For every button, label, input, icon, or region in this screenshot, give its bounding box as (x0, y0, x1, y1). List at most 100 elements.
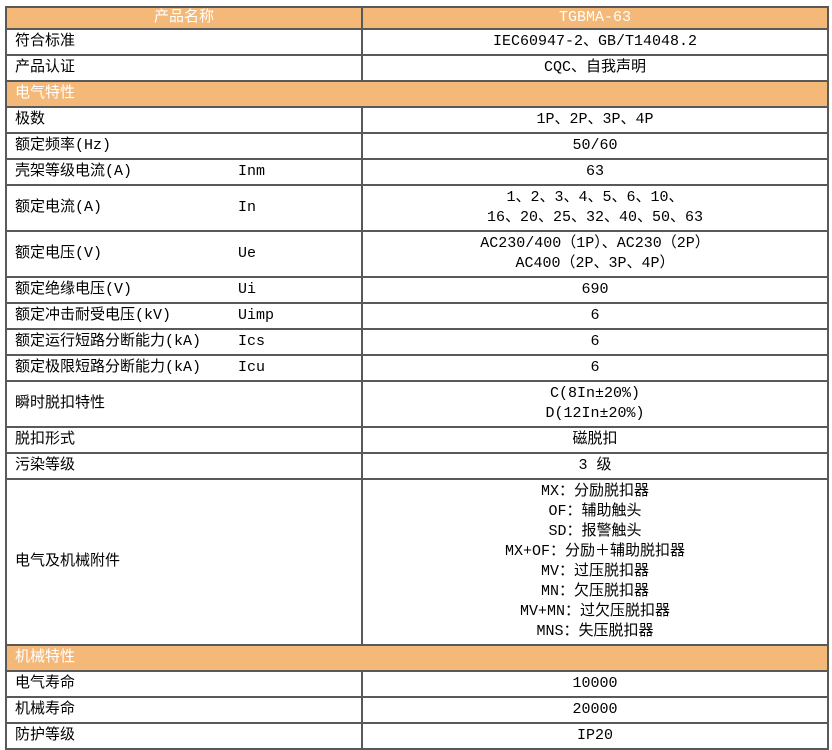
row-label-cell: 产品认证 (5, 54, 363, 82)
section-header: 电气特性 (5, 80, 829, 108)
section-band-row: 电气特性 (5, 80, 829, 108)
row-label-cell: 电气寿命 (5, 670, 363, 698)
row-value-line: 6 (590, 307, 600, 324)
row-symbol: Uimp (238, 307, 275, 324)
row-value-cell: MX：分励脱扣器 OF：辅助触头 SD：报警触头 MX+OF：分励＋辅助脱扣器 MV：过… (361, 478, 829, 646)
row-value-cell: 3 级 (361, 452, 829, 480)
row-value-cell: TGBMA-63 (361, 6, 829, 30)
table-row: 额定电压(V) Ue AC230/400（1P）、AC230（2P） AC400（2P… (5, 230, 829, 278)
row-value-line: CQC、自我声明 (543, 59, 646, 76)
row-symbol: Icu (238, 359, 266, 376)
row-label-cell: 额定运行短路分断能力(kA) Ics (5, 328, 363, 356)
row-value-line: 63 (585, 163, 604, 180)
row-symbol: Ue (238, 245, 257, 262)
row-label-cell: 防护等级 (5, 722, 363, 750)
table-row: 极数 1P、2P、3P、4P (5, 106, 829, 134)
row-value-cell: 6 (361, 302, 829, 330)
row-value-line: MV+MN：过欠压脱扣器 (519, 603, 670, 620)
row-value-cell: AC230/400（1P）、AC230（2P） AC400（2P、3P、4P） (361, 230, 829, 278)
row-value-line: TGBMA-63 (558, 9, 631, 26)
row-label: 污染等级 (15, 457, 76, 474)
row-value-cell: CQC、自我声明 (361, 54, 829, 82)
row-symbol: Ics (238, 333, 266, 350)
row-label-cell: 额定频率(Hz) (5, 132, 363, 160)
section-band-row: 机械特性 (5, 644, 829, 672)
row-label: 产品认证 (15, 59, 76, 76)
row-value-cell: C(8In±20%) D(12In±20%) (361, 380, 829, 428)
table-row: 额定绝缘电压(V) Ui 690 (5, 276, 829, 304)
table-row: 机械寿命 20000 (5, 696, 829, 724)
row-value-line: MX：分励脱扣器 (540, 483, 649, 500)
row-label-cell: 脱扣形式 (5, 426, 363, 454)
row-label-cell: 极数 (5, 106, 363, 134)
row-label-cell: 瞬时脱扣特性 (5, 380, 363, 428)
row-value-line: AC230/400（1P）、AC230（2P） (480, 235, 710, 252)
table-row: 额定电流(A) In 1、2、3、4、5、6、10、 16、20、25、32、40、5… (5, 184, 829, 232)
row-label: 机械寿命 (15, 701, 76, 718)
row-value-cell: IEC60947-2、GB/T14048.2 (361, 28, 829, 56)
row-label-cell: 机械寿命 (5, 696, 363, 724)
row-label: 极数 (15, 111, 46, 128)
table-row: 额定冲击耐受电压(kV) Uimp 6 (5, 302, 829, 330)
row-value-line: 16、20、25、32、40、50、63 (486, 209, 704, 226)
row-label: 额定电流(A) (15, 199, 103, 216)
row-label: 瞬时脱扣特性 (15, 395, 106, 412)
row-value-cell: 20000 (361, 696, 829, 724)
table-row: 额定运行短路分断能力(kA) Ics 6 (5, 328, 829, 356)
row-value-cell: 1、2、3、4、5、6、10、 16、20、25、32、40、50、63 (361, 184, 829, 232)
row-value-line: 1、2、3、4、5、6、10、 (506, 189, 684, 206)
row-value-line: D(12In±20%) (545, 405, 645, 422)
row-label-cell: 电气及机械附件 (5, 478, 363, 646)
row-value-cell: 690 (361, 276, 829, 304)
row-symbol: Inm (238, 163, 266, 180)
row-value-line: MNS：失压脱扣器 (536, 623, 654, 640)
row-label-cell: 额定电压(V) Ue (5, 230, 363, 278)
row-label-cell: 壳架等级电流(A) Inm (5, 158, 363, 186)
row-value-line: 6 (590, 359, 600, 376)
row-label: 额定频率(Hz) (15, 137, 112, 154)
table-row: 脱扣形式 磁脱扣 (5, 426, 829, 454)
row-value-line: MV：过压脱扣器 (540, 563, 649, 580)
row-value-line: 6 (590, 333, 600, 350)
row-label-cell: 额定冲击耐受电压(kV) Uimp (5, 302, 363, 330)
table-row: 瞬时脱扣特性 C(8In±20%) D(12In±20%) (5, 380, 829, 428)
row-label: 防护等级 (15, 727, 76, 744)
section-header: 机械特性 (5, 644, 829, 672)
row-label: 电气及机械附件 (15, 553, 121, 570)
row-label: 额定运行短路分断能力(kA) (15, 333, 202, 350)
row-label-cell: 额定绝缘电压(V) Ui (5, 276, 363, 304)
row-label-cell: 污染等级 (5, 452, 363, 480)
row-value-line: SD：报警触头 (548, 523, 642, 540)
table-row: 污染等级 3 级 (5, 452, 829, 480)
table-row: 防护等级 IP20 (5, 722, 829, 750)
row-label: 额定极限短路分断能力(kA) (15, 359, 202, 376)
row-label-cell: 额定极限短路分断能力(kA) Icu (5, 354, 363, 382)
row-value-line: MN：欠压脱扣器 (540, 583, 649, 600)
row-value-line: 20000 (572, 701, 618, 718)
spec-table-body: 产品名称 TGBMA-63 符合标准 IEC60947-2、GB/T14048.2 产品… (5, 6, 829, 750)
row-value-line: AC400（2P、3P、4P） (515, 255, 675, 272)
row-label: 额定绝缘电压(V) (15, 281, 133, 298)
table-row: 符合标准 IEC60947-2、GB/T14048.2 (5, 28, 829, 56)
row-label-cell: 额定电流(A) In (5, 184, 363, 232)
row-value-cell: 50/60 (361, 132, 829, 160)
row-value-cell: 1P、2P、3P、4P (361, 106, 829, 134)
row-value-line: OF：辅助触头 (548, 503, 642, 520)
row-value-line: 磁脱扣 (572, 431, 618, 448)
row-value-line: MX+OF：分励＋辅助脱扣器 (504, 543, 685, 560)
table-header-row: 产品名称 TGBMA-63 (5, 6, 829, 30)
row-value-line: IEC60947-2、GB/T14048.2 (492, 33, 698, 50)
row-value-line: C(8In±20%) (549, 385, 640, 402)
product-spec-table: 产品名称 TGBMA-63 符合标准 IEC60947-2、GB/T14048.2 产品… (5, 6, 829, 750)
row-label: 壳架等级电流(A) (15, 163, 133, 180)
table-row: 额定频率(Hz) 50/60 (5, 132, 829, 160)
table-row: 电气寿命 10000 (5, 670, 829, 698)
row-label-cell: 产品名称 (5, 6, 363, 30)
page: 产品名称 TGBMA-63 符合标准 IEC60947-2、GB/T14048.2 产品… (5, 6, 829, 750)
row-label: 额定电压(V) (15, 245, 103, 262)
row-value-line: 3 级 (578, 457, 612, 474)
row-value-cell: 磁脱扣 (361, 426, 829, 454)
row-value-line: IP20 (576, 727, 613, 744)
table-row: 电气及机械附件 MX：分励脱扣器 OF：辅助触头 SD：报警触头 MX+OF：分励＋辅助… (5, 478, 829, 646)
row-value-cell: 6 (361, 354, 829, 382)
